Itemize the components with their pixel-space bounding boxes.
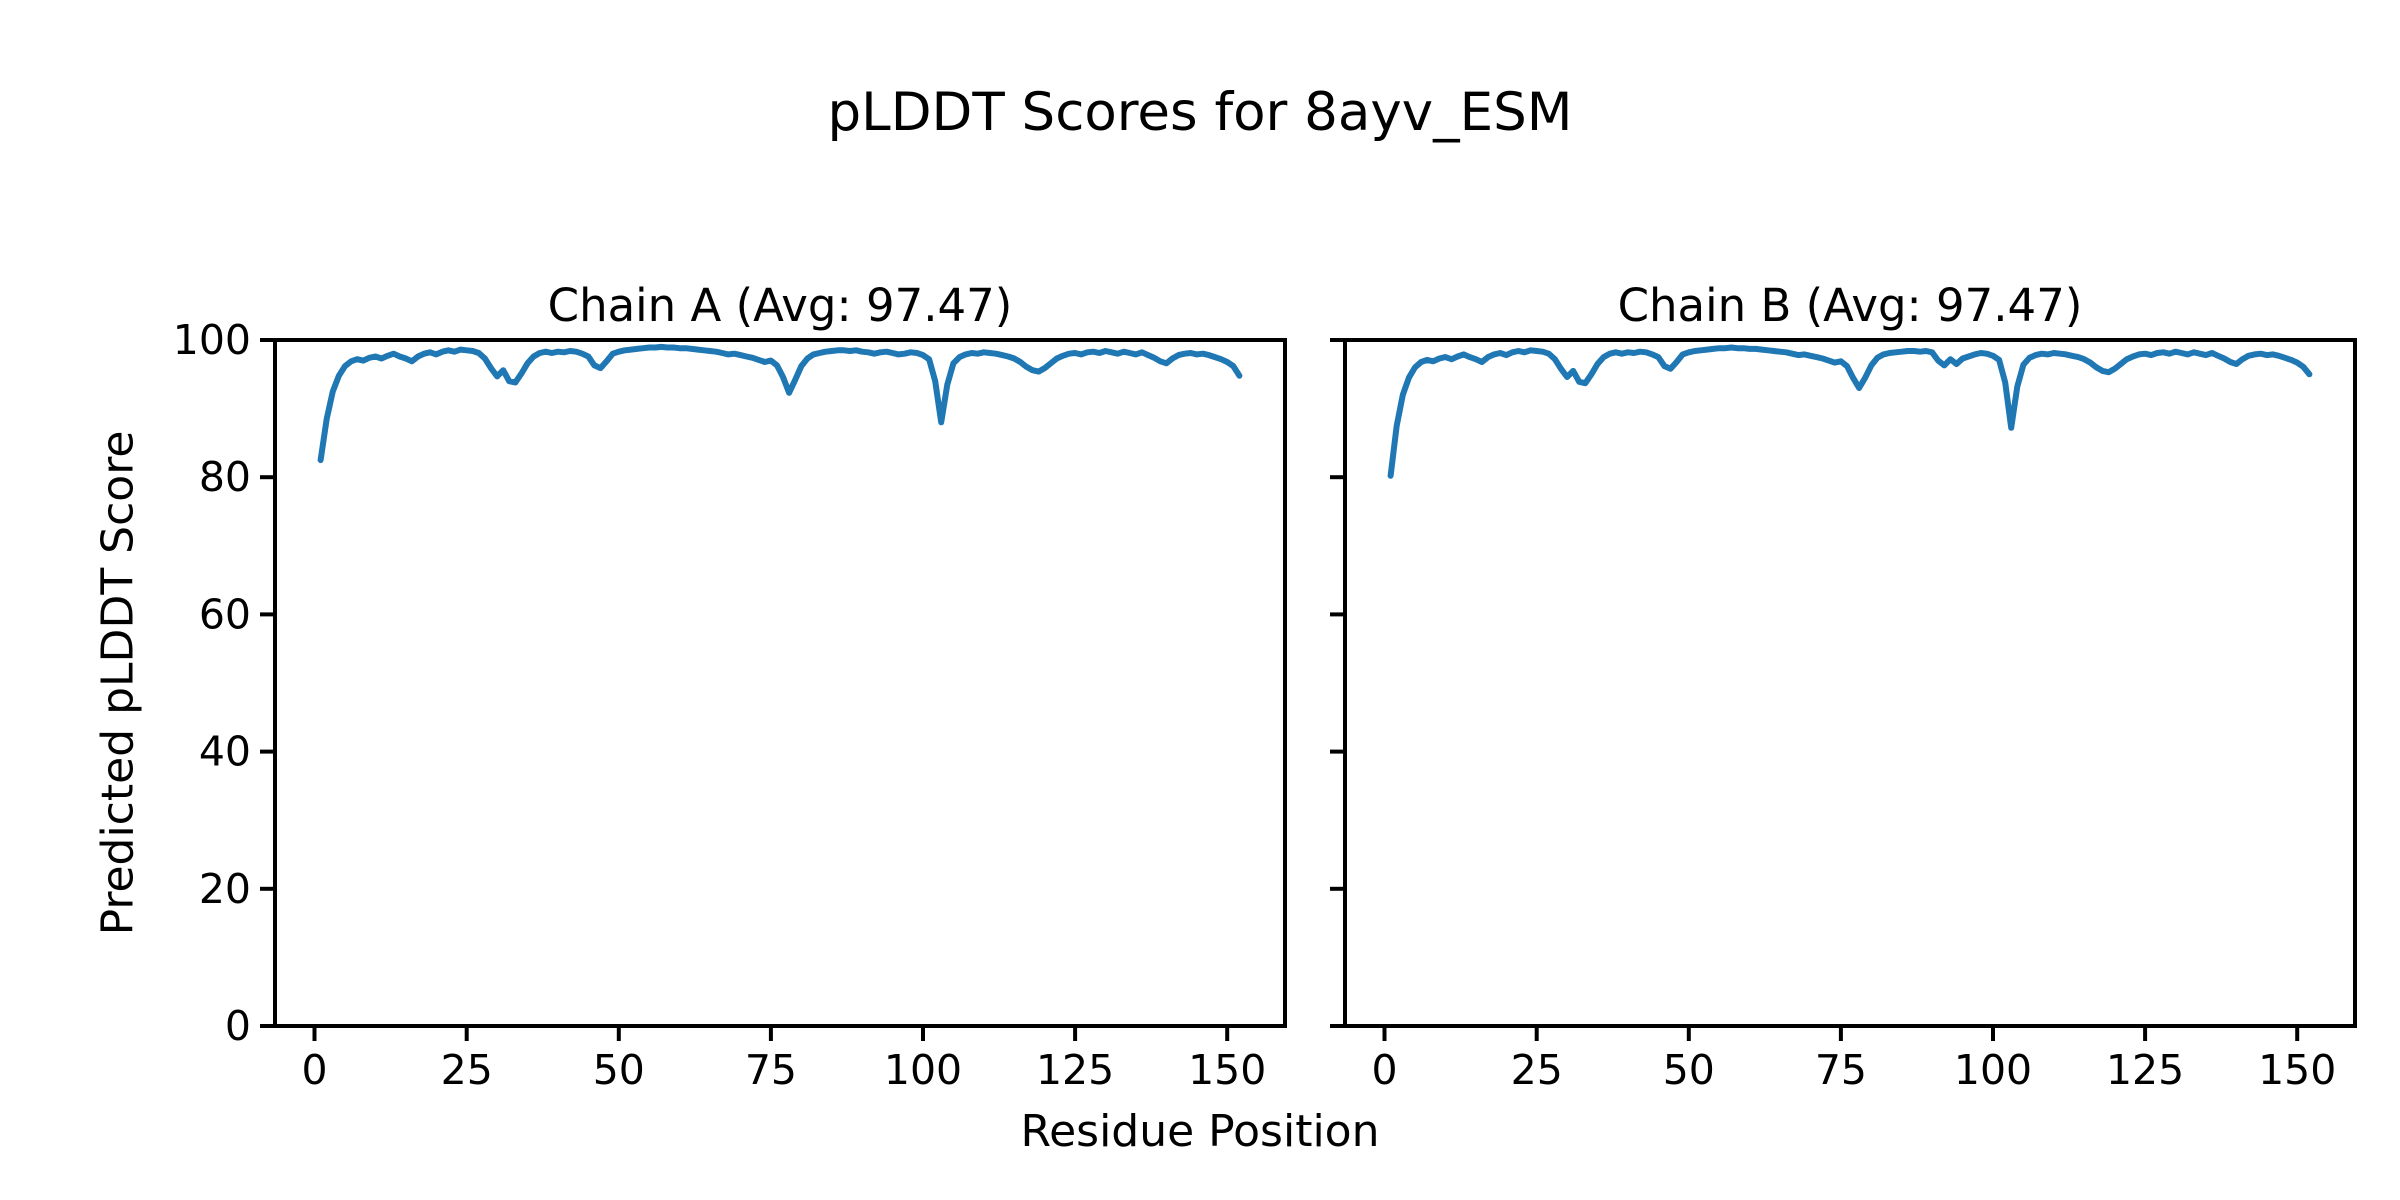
x-tick-label: 125 <box>1036 1046 1114 1094</box>
plot-area-chain-b: 0 25 50 75 100 125 150 <box>1330 338 2357 1094</box>
x-tick-label: 75 <box>1815 1046 1867 1094</box>
plddt-line-chain-a <box>317 343 1243 464</box>
plot-area-chain-a: 0 25 50 75 100 125 150 0 20 40 60 80 100 <box>173 316 1287 1094</box>
axes-spines <box>273 338 1287 1028</box>
y-tick-label: 40 <box>199 728 251 776</box>
x-tick-label: 75 <box>745 1046 797 1094</box>
figure-title: pLDDT Scores for 8ayv_ESM <box>827 82 1573 143</box>
subplot-chain-b: Chain B (Avg: 97.47) 0 25 50 75 100 125 150 <box>1330 282 2357 1094</box>
x-tick-label: 0 <box>1371 1046 1397 1094</box>
plddt-line-chain-b <box>1387 344 2313 479</box>
x-tick-label: 125 <box>2106 1046 2184 1094</box>
x-tick-label: 100 <box>1954 1046 2032 1094</box>
x-tick-label: 150 <box>2258 1046 2336 1094</box>
x-tick-label: 100 <box>884 1046 962 1094</box>
y-axis-label: Predicted pLDDT Score <box>92 430 144 936</box>
x-tick-label: 50 <box>593 1046 645 1094</box>
y-tick-label: 60 <box>199 590 251 638</box>
y-tick-label: 20 <box>199 865 251 913</box>
axes-spines <box>1343 338 2357 1028</box>
subplot-chain-b-title: Chain B (Avg: 97.47) <box>1617 279 2083 332</box>
x-tick-label: 150 <box>1188 1046 1266 1094</box>
x-tick-label: 0 <box>301 1046 327 1094</box>
x-axis-label: Residue Position <box>1020 1106 1380 1157</box>
y-tick-label: 100 <box>173 316 251 364</box>
x-tick-label: 25 <box>441 1046 493 1094</box>
x-tick-label: 50 <box>1663 1046 1715 1094</box>
y-tick-label: 0 <box>225 1002 251 1050</box>
subplot-chain-a: Chain A (Avg: 97.47) 0 25 50 75 100 125 150 0 20… <box>173 282 1287 1094</box>
x-tick-label: 25 <box>1511 1046 1563 1094</box>
subplot-chain-a-title: Chain A (Avg: 97.47) <box>547 279 1013 332</box>
y-tick-label: 80 <box>199 453 251 501</box>
